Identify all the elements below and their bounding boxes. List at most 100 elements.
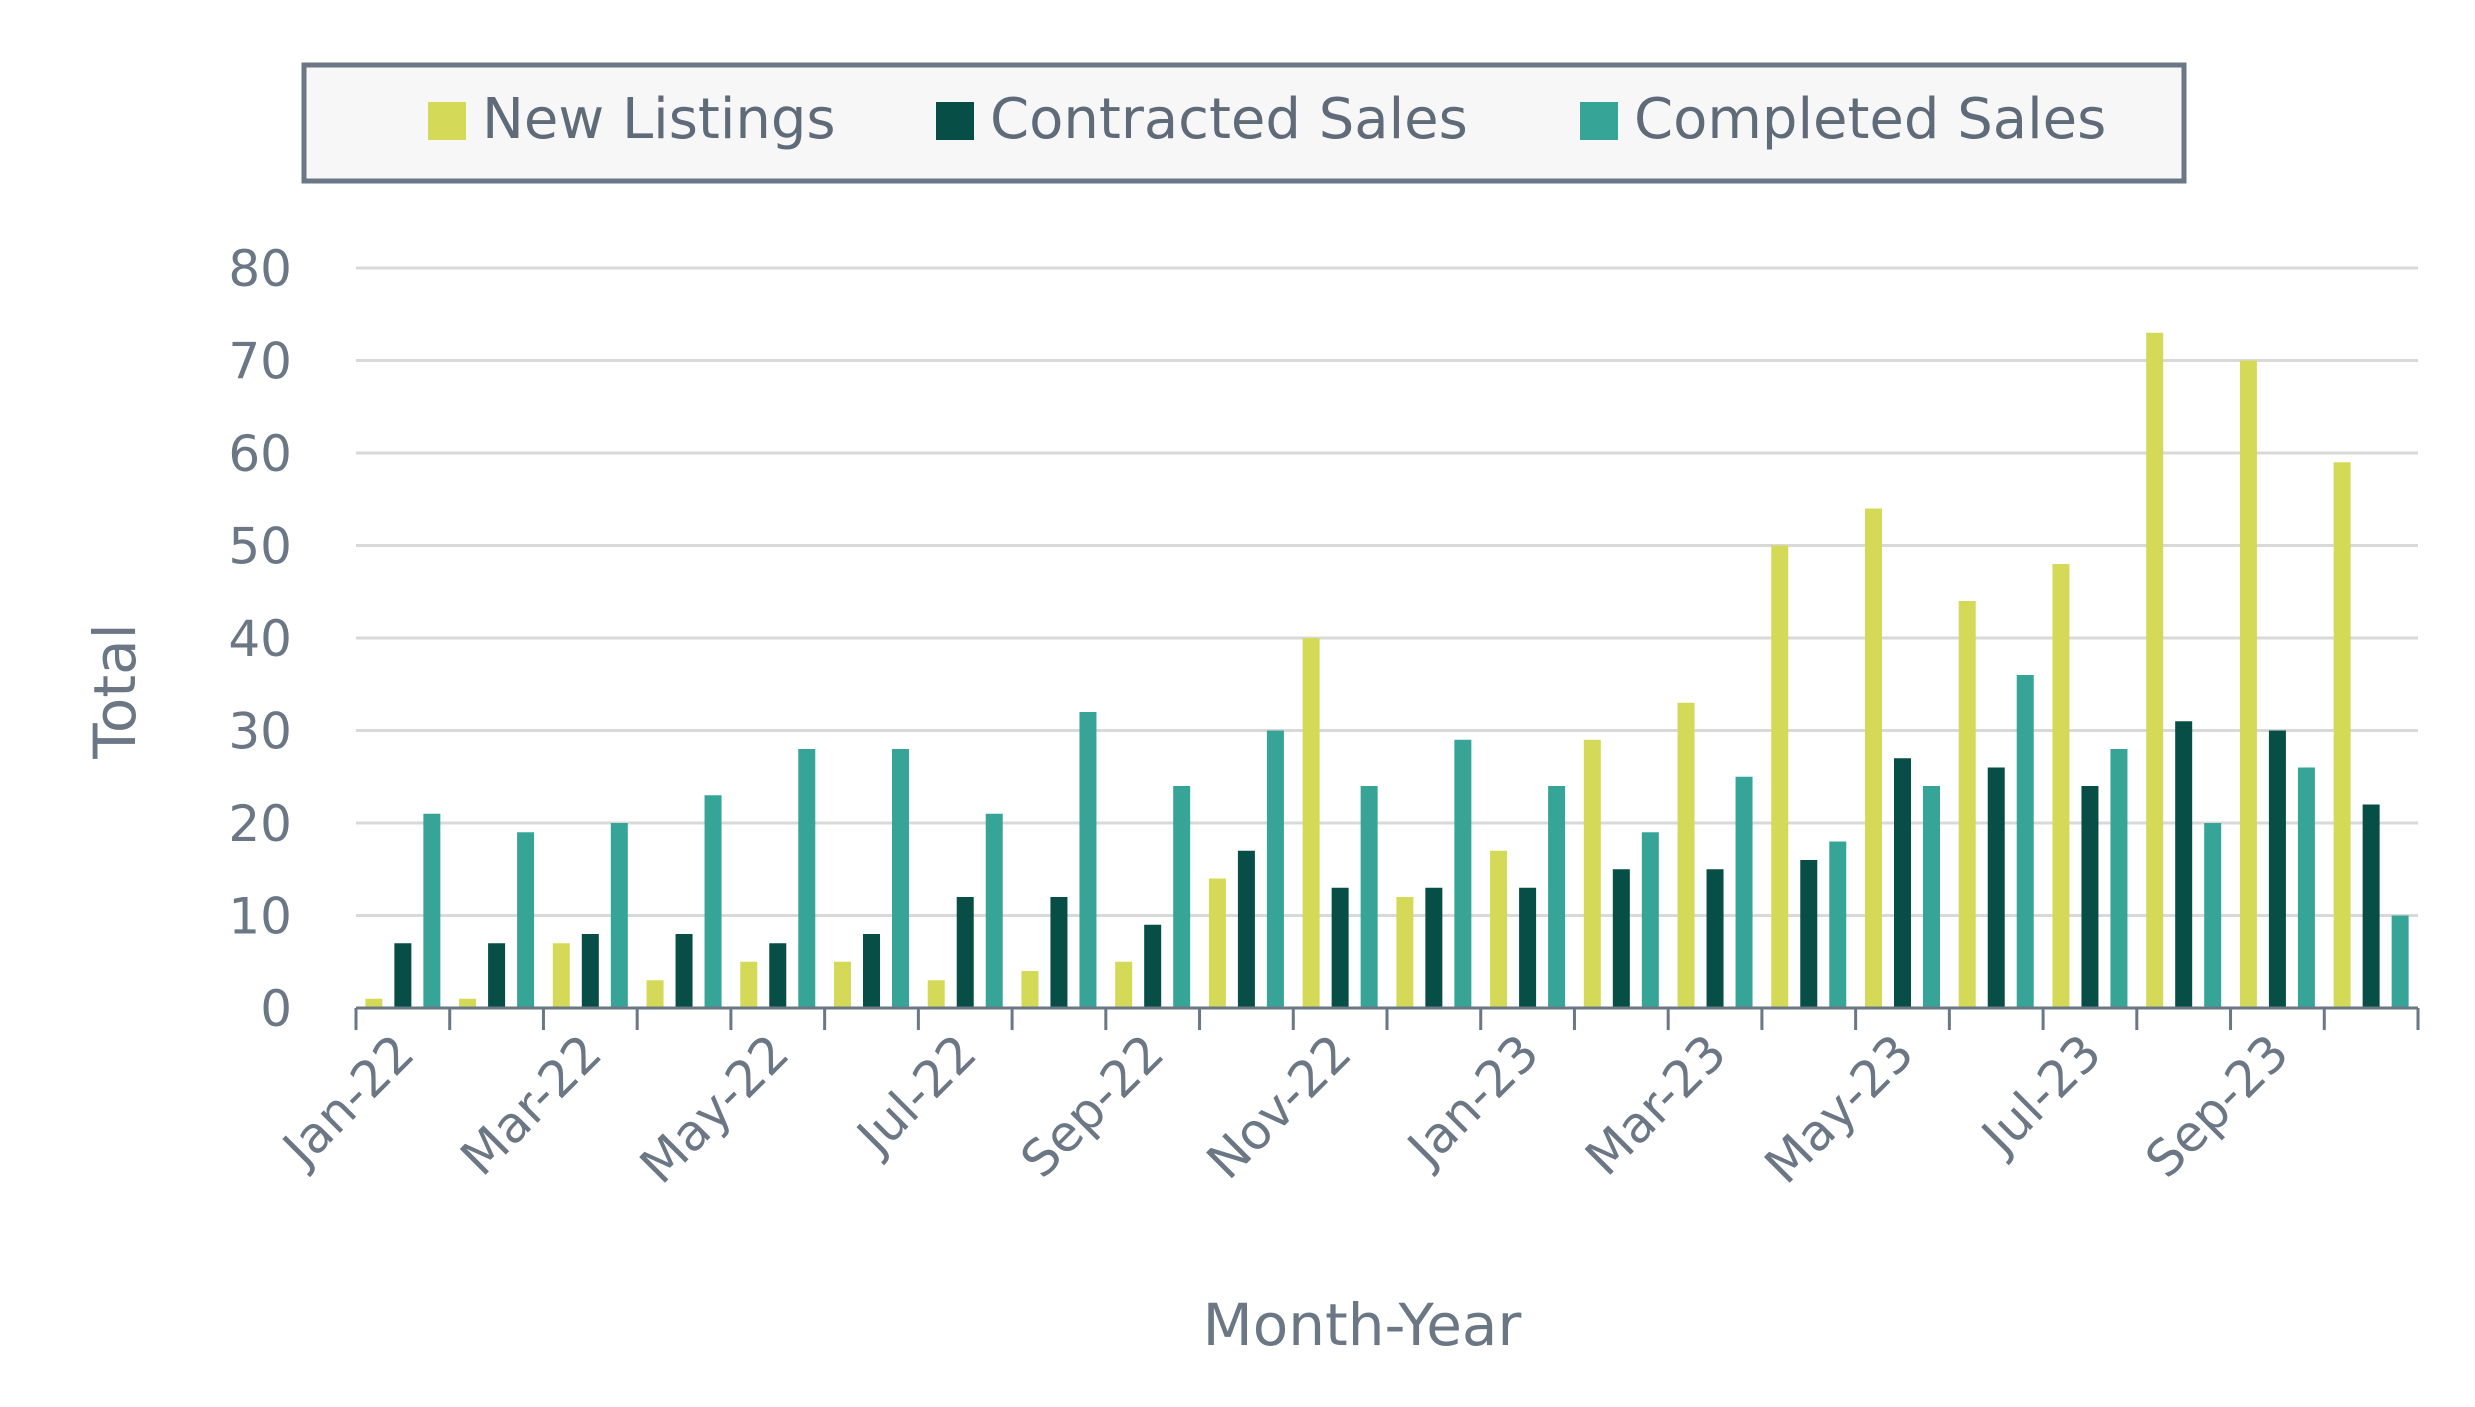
y-axis-title: Total [81, 623, 149, 759]
x-tick-label: Mar-22 [450, 1023, 613, 1186]
bar [1266, 730, 1284, 1008]
legend-item: New Listings [428, 87, 836, 152]
x-tick-label: Sep-22 [1010, 1023, 1175, 1188]
bar [769, 943, 787, 1008]
bar [610, 823, 628, 1008]
y-tick-label: 50 [228, 518, 292, 576]
y-tick-label: 30 [228, 703, 292, 761]
bar [1021, 971, 1039, 1008]
bar [1237, 850, 1255, 1008]
y-tick-label: 70 [228, 333, 292, 391]
bar [2146, 332, 2164, 1008]
bar [985, 813, 1003, 1008]
bar [1829, 841, 1847, 1008]
bar [1583, 739, 1601, 1008]
y-tick-label: 80 [228, 240, 292, 298]
bar [1115, 961, 1133, 1008]
bar [1331, 887, 1349, 1008]
bar [1923, 786, 1940, 1008]
bar [394, 943, 412, 1008]
bar [1425, 887, 1443, 1008]
bar [2081, 786, 2099, 1008]
bar [1050, 897, 1068, 1008]
bar [517, 832, 535, 1008]
bar [2052, 564, 2070, 1008]
bar [798, 749, 816, 1008]
bar [1454, 739, 1472, 1008]
bar [1894, 758, 1911, 1008]
x-tick-label: Jul-22 [844, 1023, 988, 1167]
bar [1706, 869, 1724, 1008]
bar [834, 961, 851, 1008]
bar [2268, 730, 2286, 1008]
bar [1677, 702, 1695, 1008]
x-tick-label: Jan-23 [1395, 1023, 1550, 1178]
bar [1958, 601, 1976, 1008]
bar [2391, 915, 2409, 1008]
bar [1079, 712, 1097, 1008]
bar [704, 795, 722, 1008]
bar [646, 980, 664, 1008]
bar [1735, 776, 1753, 1008]
bar [2016, 675, 2034, 1008]
x-tick-label: Jul-23 [1969, 1023, 2113, 1167]
bar [1800, 860, 1818, 1008]
bar [1302, 638, 1320, 1008]
bar [1548, 786, 1566, 1008]
x-tick-label: Nov-22 [1196, 1023, 1363, 1190]
bar [892, 749, 909, 1008]
bar [2110, 749, 2128, 1008]
legend-swatch [1580, 102, 1618, 140]
bar [1987, 767, 2005, 1008]
bar [740, 961, 758, 1008]
x-tick-label: Jan-22 [270, 1023, 425, 1178]
bar [1612, 869, 1630, 1008]
x-tick-label: May-22 [629, 1023, 800, 1194]
legend-label: New Listings [482, 87, 836, 152]
y-tick-label: 40 [228, 610, 292, 668]
legend-item: Completed Sales [1580, 87, 2106, 152]
legend-swatch [936, 102, 974, 140]
bar [675, 934, 693, 1008]
bar [365, 998, 383, 1008]
bar [1865, 508, 1882, 1008]
bar [581, 934, 599, 1008]
bar [2362, 804, 2380, 1008]
bar [1771, 545, 1789, 1008]
bar [927, 980, 945, 1008]
bar [459, 998, 477, 1008]
x-tick-label: Sep-23 [2134, 1023, 2299, 1188]
bar [2239, 360, 2257, 1008]
x-axis-title: Month-Year [1203, 1291, 1522, 1359]
bar [2333, 462, 2351, 1008]
bar [2297, 767, 2315, 1008]
bar [1396, 897, 1414, 1008]
bar [1208, 878, 1226, 1008]
y-tick-label: 10 [228, 888, 292, 946]
bar [1490, 850, 1508, 1008]
bar [1360, 786, 1378, 1008]
legend-box [301, 62, 2187, 184]
bar [1173, 786, 1191, 1008]
legend-item: Contracted Sales [936, 87, 1468, 152]
bar [863, 934, 880, 1008]
y-tick-label: 60 [228, 425, 292, 483]
legend: New Listings Contracted Sales Completed Sa… [301, 62, 2187, 184]
legend-swatch [428, 102, 466, 140]
bar [2204, 823, 2222, 1008]
bar [552, 943, 570, 1008]
legend-label: Completed Sales [1634, 87, 2106, 152]
x-tick-label: Mar-23 [1574, 1023, 1737, 1186]
bar [1519, 887, 1537, 1008]
bar [423, 813, 441, 1008]
bar [488, 943, 506, 1008]
legend-label: Contracted Sales [990, 87, 1468, 152]
bar [1641, 832, 1659, 1008]
y-tick-label: 20 [228, 795, 292, 853]
bar [956, 897, 974, 1008]
y-tick-label: 0 [260, 980, 292, 1038]
bar [2175, 721, 2193, 1008]
x-tick-label: May-23 [1754, 1023, 1925, 1194]
